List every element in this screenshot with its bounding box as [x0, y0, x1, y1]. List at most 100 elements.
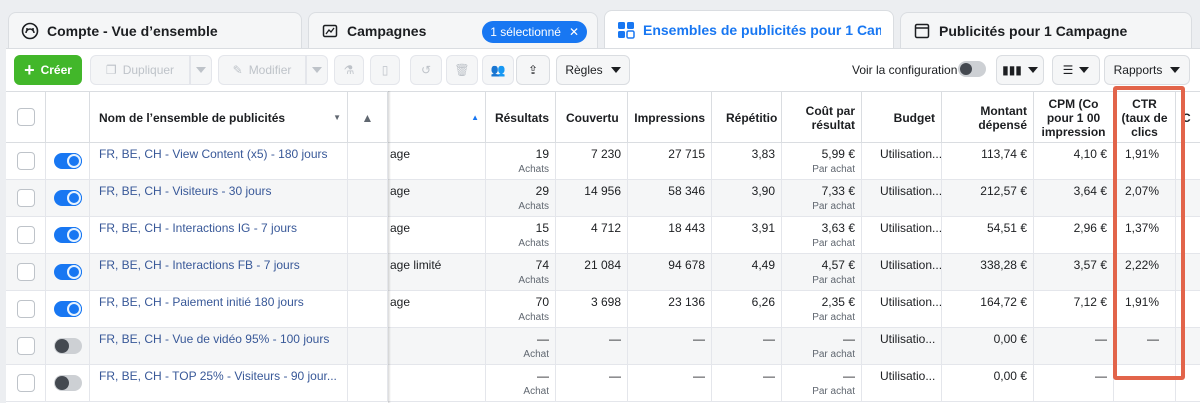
table-row[interactable]: FR, BE, CH - View Content (x5) - 180 jou… — [6, 143, 1200, 180]
ad-set-name-link[interactable]: FR, BE, CH - View Content (x5) - 180 jou… — [90, 143, 348, 179]
row-checkbox[interactable] — [17, 337, 35, 355]
duplicate-button[interactable]: ❐ Dupliquer — [90, 55, 190, 85]
row-checkbox[interactable] — [17, 374, 35, 392]
cell-cpm-value: 3,57 € — [1073, 258, 1107, 272]
cell-impressions: — — [628, 328, 712, 364]
delivery-toggle[interactable] — [54, 153, 82, 169]
edit-button[interactable]: ✎ Modifier — [218, 55, 306, 85]
header-results[interactable]: Résultats — [486, 92, 556, 143]
delivery-toggle[interactable] — [54, 227, 82, 243]
tab-account-overview[interactable]: Compte - Vue d’ensemble — [8, 12, 302, 48]
header-name-label: Nom de l’ensemble de publicités — [99, 110, 286, 125]
cell-delivery: age — [388, 217, 486, 253]
cell-results-unit: Achats — [518, 275, 549, 286]
header-impressions[interactable]: Impressions — [628, 92, 712, 143]
preview-button[interactable]: ▯ — [370, 55, 400, 85]
header-spent-label: Montant dépensé — [978, 103, 1027, 132]
cell-next — [1176, 254, 1200, 290]
delete-button[interactable]: 🗑 — [446, 55, 478, 85]
delivery-toggle[interactable] — [54, 264, 82, 280]
select-all-checkbox[interactable] — [17, 108, 35, 126]
cell-cost-per-result-unit: Par achat — [812, 386, 855, 397]
cell-impressions: 23 136 — [628, 291, 712, 327]
ad-set-name-link[interactable]: FR, BE, CH - TOP 25% - Visiteurs - 90 jo… — [90, 365, 348, 401]
header-next-column[interactable]: C — [1176, 92, 1200, 143]
table-row[interactable]: FR, BE, CH - Interactions IG - 7 jours ag… — [6, 217, 1200, 254]
cell-budget: Utilisatio... — [862, 328, 942, 364]
table-row[interactable]: FR, BE, CH - Paiement initié 180 jours ag… — [6, 291, 1200, 328]
delivery-toggle[interactable] — [54, 301, 82, 317]
header-ctr[interactable]: CTR (taux de clics — [1114, 92, 1176, 143]
row-checkbox[interactable] — [17, 189, 35, 207]
cell-select — [6, 365, 46, 401]
ab-test-button[interactable]: ⚗ — [334, 55, 364, 85]
header-cost-per-result[interactable]: Coût par résultat — [782, 92, 862, 143]
selection-badge[interactable]: 1 sélectionné ✕ — [482, 21, 587, 43]
reports-button[interactable]: Rapports — [1104, 55, 1190, 85]
toggle-knob — [67, 302, 81, 316]
row-checkbox[interactable] — [17, 300, 35, 318]
close-icon[interactable]: ✕ — [568, 25, 579, 39]
document-icon: ▯ — [381, 63, 389, 77]
ad-set-name-link[interactable]: FR, BE, CH - Paiement initié 180 jours — [90, 291, 348, 327]
columns-icon: ▮▮▮ — [1002, 63, 1022, 77]
cell-cpm: — — [1034, 365, 1114, 401]
cell-amount-spent: 212,57 € — [942, 180, 1034, 216]
row-checkbox[interactable] — [17, 263, 35, 281]
delivery-toggle[interactable] — [54, 375, 82, 391]
header-next-label: C — [1182, 110, 1191, 125]
ad-set-name-link[interactable]: FR, BE, CH - Interactions IG - 7 jours — [90, 217, 348, 253]
cell-ctr: 2,07% — [1114, 180, 1176, 216]
cell-warning — [348, 254, 388, 290]
tab-ads[interactable]: Publicités pour 1 Campagne — [900, 12, 1192, 48]
tab-ad-sets[interactable]: Ensembles de publicités pour 1 Campag... — [604, 10, 894, 48]
audience-button[interactable]: 👥 — [482, 55, 514, 85]
cell-frequency: 3,83 — [712, 143, 782, 179]
cell-frequency: 6,26 — [712, 291, 782, 327]
cell-warning — [348, 328, 388, 364]
header-warning-cell[interactable]: ▲ — [348, 92, 388, 143]
cell-results: 19 Achats — [486, 143, 556, 179]
duplicate-dropdown[interactable] — [190, 55, 212, 85]
cell-budget: Utilisation... — [862, 180, 942, 216]
table-row[interactable]: FR, BE, CH - TOP 25% - Visiteurs - 90 jo… — [6, 365, 1200, 402]
edit-dropdown[interactable] — [306, 55, 328, 85]
cell-cpm: 7,12 € — [1034, 291, 1114, 327]
header-cpm[interactable]: CPM (Co pour 1 00 impression — [1034, 92, 1114, 143]
table-row[interactable]: FR, BE, CH - Visiteurs - 30 jours age 29 Ac… — [6, 180, 1200, 217]
header-budget[interactable]: Budget — [862, 92, 942, 143]
export-button[interactable]: ⇪ — [516, 55, 550, 85]
cell-amount-spent: 113,74 € — [942, 143, 1034, 179]
rules-button[interactable]: Règles — [556, 55, 630, 85]
ad-set-name-link[interactable]: FR, BE, CH - Visiteurs - 30 jours — [90, 180, 348, 216]
tab-label: Publicités pour 1 Campagne — [939, 22, 1128, 39]
header-frequency[interactable]: Répétitio — [712, 92, 782, 143]
header-name[interactable]: Nom de l’ensemble de publicités ▼ — [90, 92, 348, 143]
table-row[interactable]: FR, BE, CH - Vue de vidéo 95% - 100 jour… — [6, 328, 1200, 365]
cell-reach-value: 3 698 — [590, 295, 621, 309]
table-row[interactable]: FR, BE, CH - Interactions FB - 7 jours ag… — [6, 254, 1200, 291]
config-toggle[interactable] — [958, 61, 986, 77]
warning-icon: ▲ — [361, 110, 374, 125]
header-delivery[interactable]: ▲ — [388, 92, 486, 143]
delivery-toggle[interactable] — [54, 338, 82, 354]
header-cpm-label: CPM (Co pour 1 00 impression — [1041, 96, 1106, 139]
header-reach[interactable]: Couvertu — [556, 92, 628, 143]
tab-campaigns[interactable]: Campagnes 1 sélectionné ✕ — [308, 12, 598, 48]
row-checkbox[interactable] — [17, 152, 35, 170]
undo-button[interactable]: ↺ — [410, 55, 442, 85]
cell-impressions: 18 443 — [628, 217, 712, 253]
ad-set-name-link[interactable]: FR, BE, CH - Vue de vidéo 95% - 100 jour… — [90, 328, 348, 364]
header-amount-spent[interactable]: Montant dépensé — [942, 92, 1034, 143]
sort-icon[interactable]: ▼ — [333, 112, 341, 122]
dashboard-icon — [21, 22, 39, 40]
columns-button[interactable]: ▮▮▮ — [996, 55, 1044, 85]
row-checkbox[interactable] — [17, 226, 35, 244]
cell-reach-value: 14 956 — [584, 184, 621, 198]
delivery-toggle[interactable] — [54, 190, 82, 206]
ad-set-name-link[interactable]: FR, BE, CH - Interactions FB - 7 jours — [90, 254, 348, 290]
create-button[interactable]: + Créer — [14, 55, 82, 85]
breakdown-button[interactable]: ☰ — [1052, 55, 1100, 85]
sort-up-icon: ▲ — [471, 112, 479, 122]
cell-ctr: 1,91% — [1114, 291, 1176, 327]
